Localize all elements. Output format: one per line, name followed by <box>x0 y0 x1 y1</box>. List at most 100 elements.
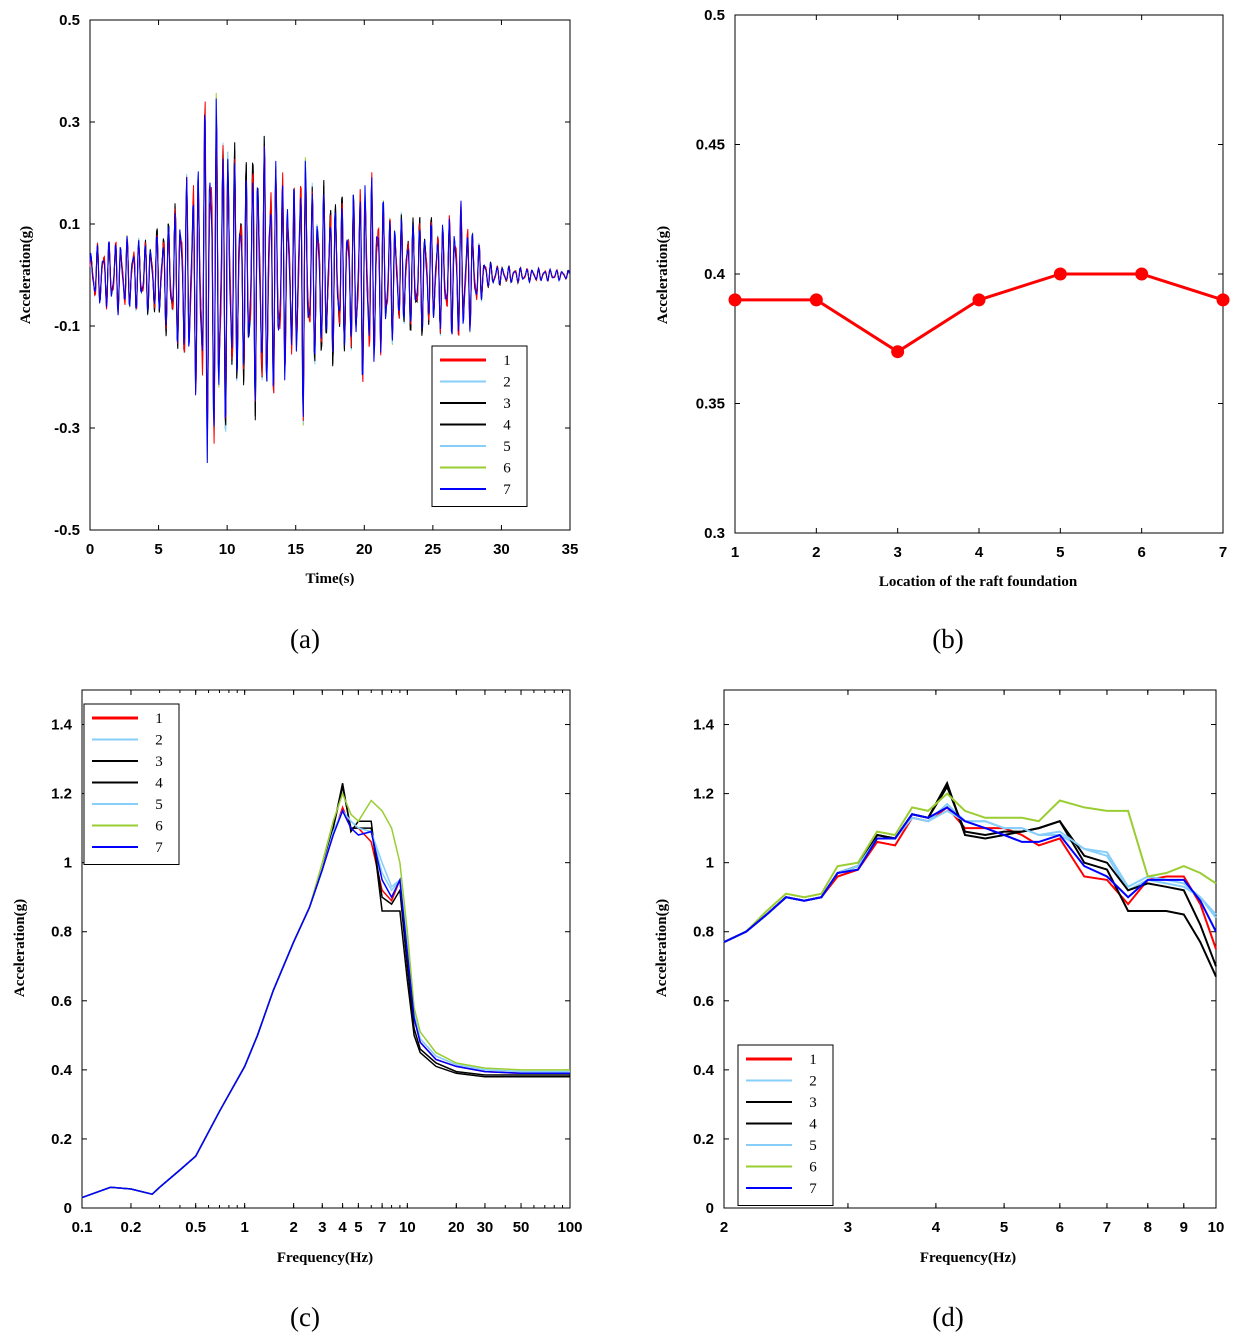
x-tick-label: 2 <box>720 1219 728 1236</box>
x-tick-label: 3 <box>844 1219 852 1236</box>
data-point-4 <box>972 293 986 307</box>
panel-c-ylabel: Acceleration(g) <box>12 899 28 997</box>
legend-label-4: 4 <box>155 776 163 792</box>
x-tick-label: 7 <box>1103 1219 1111 1236</box>
x-tick-label: 1 <box>731 544 739 561</box>
panel-a-time-history: 0 5 10 15 20 25 30 35 -0.5-0.3-0.10.10.30.5 Tim… <box>18 12 578 654</box>
y-tick-label: 0.6 <box>51 993 72 1010</box>
panel-c-x-ticks: 0.1 0.2 0.5 1 2 3 4 5 7 10 20 30 50 100 <box>72 690 583 1236</box>
panel-a-xlabel: Time(s) <box>306 571 355 587</box>
y-tick-label: 0.3 <box>704 525 725 542</box>
x-tick-label: 7 <box>1219 544 1227 561</box>
panel-c-series <box>81 783 570 1199</box>
x-tick-label: 3 <box>893 544 901 561</box>
data-point-7 <box>1216 293 1230 307</box>
panel-c-caption: (c) <box>290 1302 320 1332</box>
series-line-7 <box>81 809 570 1199</box>
legend-label-3: 3 <box>155 754 163 770</box>
panel-d-legend: 1 2 3 4 5 6 7 <box>737 1044 834 1206</box>
y-tick-label: 1 <box>64 855 72 872</box>
y-tick-label: 0.4 <box>693 1062 715 1079</box>
legend-box <box>431 345 528 507</box>
x-tick-label: 1 <box>240 1219 248 1236</box>
y-tick-label: 1.4 <box>51 717 73 734</box>
panel-d-series <box>723 780 1217 978</box>
legend-label-3: 3 <box>503 396 511 412</box>
x-tick-label: 0 <box>86 541 94 558</box>
panel-b-x-ticks: 1 2 3 4 5 6 7 <box>731 15 1227 561</box>
y-tick-label: 0.8 <box>693 924 714 941</box>
y-tick-label: 0.1 <box>59 216 80 233</box>
x-tick-label: 2 <box>289 1219 297 1236</box>
legend-label-7: 7 <box>503 482 511 498</box>
legend-box <box>83 703 180 865</box>
series-line-7 <box>89 98 570 464</box>
y-tick-label: -0.1 <box>54 318 80 335</box>
panel-a-y-ticks: -0.5 -0.3 -0.1 0.1 0.3 0.5 <box>54 12 570 539</box>
x-tick-label: 10 <box>1208 1219 1225 1236</box>
y-tick-label: 0.6 <box>693 993 714 1010</box>
panel-b-ylabel: Acceleration(g) <box>655 226 671 324</box>
x-tick-label: 9 <box>1180 1219 1188 1236</box>
panel-b-y-ticks: 0.3 0.35 0.4 0.45 0.5 <box>696 7 1223 542</box>
legend-label-4: 4 <box>809 1117 817 1133</box>
x-tick-label: 5 <box>154 541 162 558</box>
panel-c-legend: 1 2 3 4 5 6 7 <box>83 703 180 865</box>
panel-d-ylabel: Acceleration(g) <box>654 899 670 997</box>
legend-label-2: 2 <box>809 1074 817 1090</box>
panel-d-y-ticks: 0 0.2 0.4 0.6 0.8 1 1.2 1.4 <box>693 717 1216 1217</box>
panel-a-legend: 1 2 3 4 5 6 7 <box>431 345 528 507</box>
data-point-2 <box>809 293 823 307</box>
legend-label-7: 7 <box>809 1181 817 1197</box>
series-line-6 <box>723 792 1217 944</box>
legend-box <box>737 1044 834 1206</box>
y-tick-label: 0.4 <box>704 266 726 283</box>
legend-label-5: 5 <box>809 1138 817 1154</box>
y-tick-label: 0.4 <box>51 1062 73 1079</box>
panel-a-ylabel: Acceleration(g) <box>18 226 34 324</box>
x-tick-label: 4 <box>338 1219 347 1236</box>
y-tick-label: 1.2 <box>51 786 72 803</box>
panel-d-x-ticks: 2 3 4 5 6 7 8 9 10 <box>720 690 1225 1236</box>
y-tick-label: 1.2 <box>693 786 714 803</box>
y-tick-label: 1.4 <box>693 717 715 734</box>
y-tick-label: 0 <box>706 1200 714 1217</box>
x-tick-label: 20 <box>356 541 373 558</box>
panel-b-xlabel: Location of the raft foundation <box>879 574 1078 590</box>
x-tick-label: 10 <box>219 541 236 558</box>
legend-label-6: 6 <box>503 461 511 477</box>
x-tick-label: 6 <box>1056 1219 1064 1236</box>
x-tick-label: 15 <box>287 541 304 558</box>
panel-c-spectrum: 0.1 0.2 0.5 1 2 3 4 5 7 10 20 30 50 100 00.20.40.60.8… <box>12 689 583 1332</box>
y-tick-label: 0.8 <box>51 924 72 941</box>
legend-label-3: 3 <box>809 1095 817 1111</box>
panel-d-spectrum-zoom: 2 3 4 5 6 7 8 9 10 0 0.2 0.4 0.6 0.8 1 1.2 1.4 Frequenc… <box>654 689 1225 1332</box>
panel-b-series <box>728 267 1230 359</box>
panel-a-x-ticks: 0 5 10 15 20 25 30 35 <box>86 20 579 558</box>
panel-a-caption: (a) <box>290 624 320 654</box>
x-tick-label: 5 <box>1056 544 1064 561</box>
y-tick-label: 0.45 <box>696 137 725 154</box>
series-line-7 <box>723 806 1217 944</box>
data-point-5 <box>1053 267 1067 281</box>
y-tick-label: 0.3 <box>59 114 80 131</box>
data-point-3 <box>891 345 905 359</box>
legend-label-6: 6 <box>809 1160 817 1176</box>
y-tick-label: 1 <box>706 855 714 872</box>
legend-label-7: 7 <box>155 840 163 856</box>
x-tick-label: 7 <box>378 1219 386 1236</box>
x-tick-label: 100 <box>557 1219 582 1236</box>
x-tick-label: 25 <box>425 541 442 558</box>
x-tick-label: 4 <box>932 1219 941 1236</box>
x-tick-label: 0.1 <box>72 1219 93 1236</box>
y-tick-label: 0.2 <box>693 1131 714 1148</box>
y-tick-label: 0.5 <box>59 12 80 29</box>
x-tick-label: 35 <box>562 541 579 558</box>
y-tick-label: 0.5 <box>704 7 725 24</box>
y-tick-label: 0.2 <box>51 1131 72 1148</box>
panel-a-series <box>89 92 570 464</box>
x-tick-label: 0.5 <box>185 1219 206 1236</box>
legend-label-5: 5 <box>155 797 163 813</box>
x-tick-label: 20 <box>448 1219 465 1236</box>
